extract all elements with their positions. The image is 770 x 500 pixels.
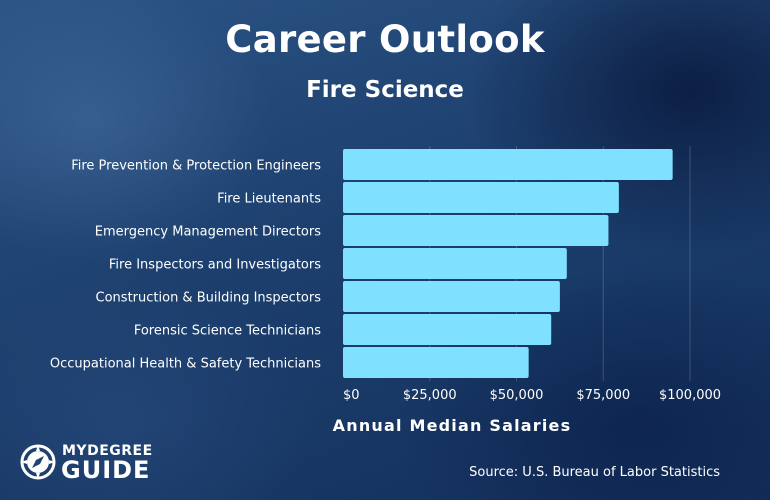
bar [343, 149, 673, 180]
compass-icon [20, 444, 56, 480]
category-label: Fire Inspectors and Investigators [109, 258, 321, 273]
category-label: Fire Lieutenants [217, 192, 321, 207]
bar [343, 215, 609, 246]
category-label: Occupational Health & Safety Technicians [50, 357, 321, 372]
bar [343, 347, 529, 378]
mydegreeguide-logo[interactable]: MYDEGREE GUIDE [18, 440, 152, 486]
x-axis-label: Annual Median Salaries [332, 416, 572, 435]
x-tick-label: $0 [343, 388, 360, 403]
category-label: Construction & Building Inspectors [96, 291, 322, 306]
category-label: Forensic Science Technicians [134, 324, 321, 339]
bar [343, 281, 560, 312]
chart-title: Career Outlook [225, 18, 545, 61]
category-label: Emergency Management Directors [95, 225, 321, 240]
bar [343, 248, 567, 279]
source-note: Source: U.S. Bureau of Labor Statistics [469, 465, 720, 480]
x-tick-label: $50,000 [490, 388, 544, 403]
x-tick-label: $75,000 [576, 388, 630, 403]
category-label: Fire Prevention & Protection Engineers [71, 159, 321, 174]
logo-text-top: MYDEGREE [62, 443, 153, 459]
x-tick-label: $25,000 [403, 388, 457, 403]
bar [343, 314, 552, 345]
bar [343, 182, 619, 213]
logo-text-bottom: GUIDE [61, 456, 151, 484]
x-tick-label: $100,000 [659, 388, 721, 403]
chart-subtitle: Fire Science [306, 77, 464, 103]
